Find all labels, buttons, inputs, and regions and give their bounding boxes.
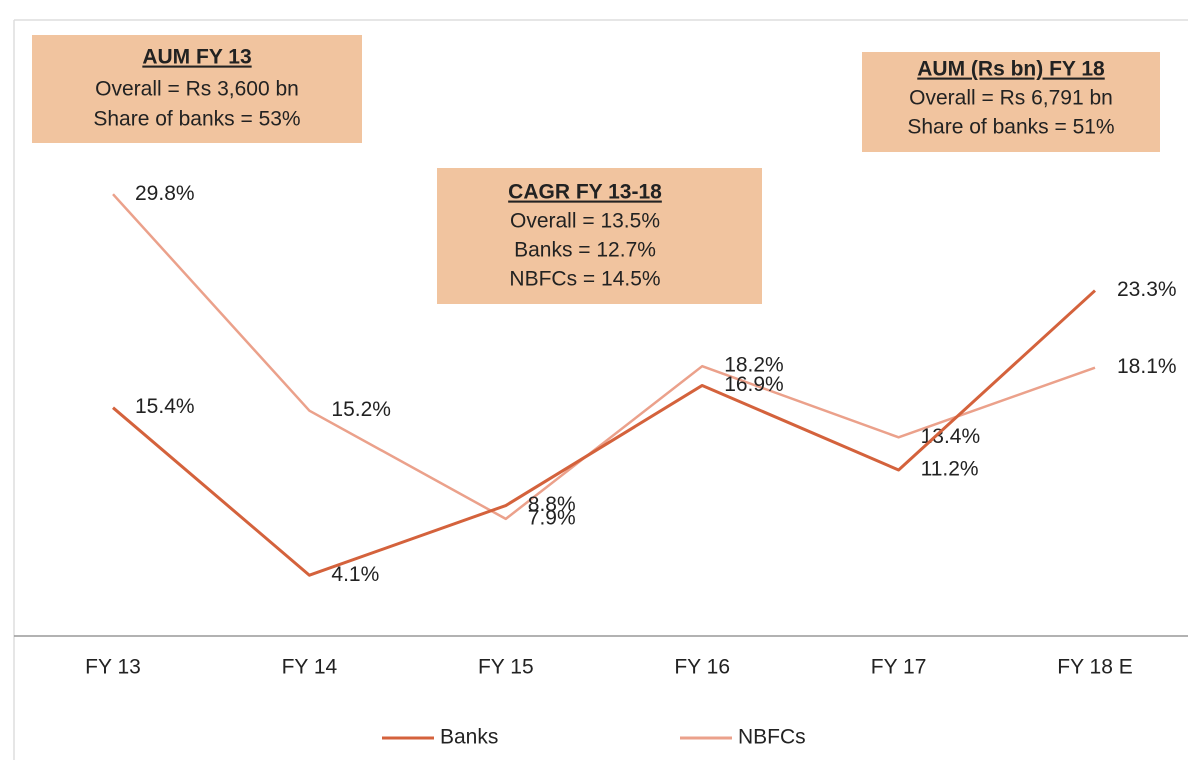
annotation-text: Overall = Rs 3,600 bn	[95, 78, 299, 101]
data-label: 16.9%	[724, 373, 784, 396]
x-tick-label: FY 17	[871, 656, 927, 679]
series-line	[112, 193, 1096, 521]
x-tick-label: FY 15	[478, 656, 534, 679]
annotation-text: Share of banks = 51%	[907, 116, 1114, 139]
data-label: 15.4%	[135, 395, 195, 418]
annotation-box	[862, 52, 1160, 152]
data-label: 18.1%	[1117, 355, 1177, 378]
x-tick-label: FY 13	[85, 656, 141, 679]
x-tick-label: FY 16	[674, 656, 730, 679]
x-tick-label: FY 18 E	[1057, 656, 1133, 679]
annotation-title: CAGR FY 13-18	[508, 181, 662, 204]
series-line	[112, 289, 1097, 577]
annotation-box	[437, 168, 762, 304]
annotation-title: AUM (Rs bn) FY 18	[917, 58, 1105, 81]
data-label: 13.4%	[921, 425, 981, 448]
data-label: 15.2%	[331, 398, 391, 421]
annotation-text: Banks = 12.7%	[514, 239, 656, 262]
data-label: 4.1%	[331, 563, 379, 586]
legend-label: NBFCs	[738, 726, 806, 749]
data-label: 11.2%	[921, 458, 979, 481]
annotation-text: Overall = 13.5%	[510, 210, 660, 233]
legend-label: Banks	[440, 726, 498, 749]
data-label: 23.3%	[1117, 278, 1177, 301]
data-label: 18.2%	[724, 354, 784, 377]
x-tick-label: FY 14	[282, 656, 338, 679]
annotation-box	[32, 35, 362, 143]
data-label: 8.8%	[528, 493, 576, 516]
annotation-text: Share of banks = 53%	[93, 108, 300, 131]
annotation-title: AUM FY 13	[142, 46, 251, 69]
data-label: 7.9%	[528, 506, 576, 529]
annotation-text: NBFCs = 14.5%	[509, 268, 660, 291]
annotation-text: Overall = Rs 6,791 bn	[909, 87, 1113, 110]
data-label: 29.8%	[135, 182, 195, 205]
